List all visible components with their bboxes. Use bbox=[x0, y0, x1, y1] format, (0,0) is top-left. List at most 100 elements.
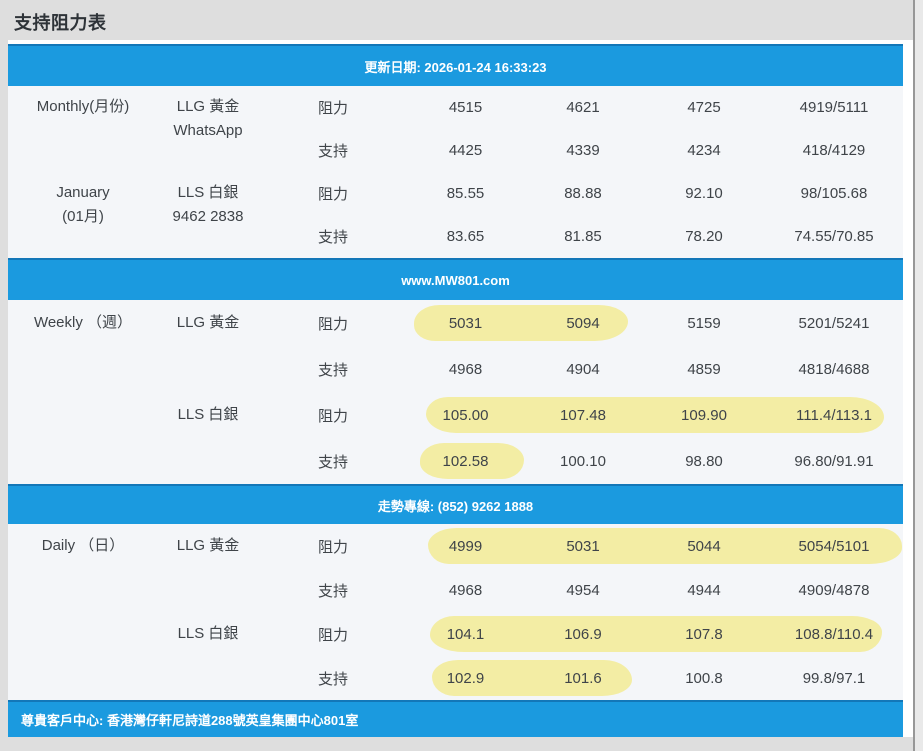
group-weekly-silver: LLS 白銀 阻力 105.00 107.48 109.90 111.4/113… bbox=[8, 392, 903, 484]
period-cell bbox=[8, 392, 158, 484]
instrument-cell: LLS 白銀 bbox=[158, 392, 258, 484]
section-daily: Daily （日） LLG 黃金 阻力 4999 5031 5044 5054/… bbox=[8, 524, 903, 700]
group-daily-silver: LLS 白銀 阻力 104.1 106.9 107.8 108.8/110.4 … bbox=[8, 612, 903, 700]
value-cell: 4904 bbox=[566, 360, 600, 378]
value-cell: 4919/5111 bbox=[799, 99, 869, 116]
period-line: (01月) bbox=[62, 208, 104, 225]
highlight-mark bbox=[428, 528, 902, 564]
section-monthly: Monthly(月份) LLG 黃金 WhatsApp 阻力 4515 4621… bbox=[8, 86, 903, 258]
value-cell: 5031 bbox=[448, 314, 483, 332]
value-cell: 4818/4688 bbox=[798, 360, 870, 378]
section-weekly: Weekly （週） LLG 黃金 阻力 5031 5094 5159 5201… bbox=[8, 300, 903, 484]
instrument-line: LLG 黃金 bbox=[176, 537, 240, 554]
value-cell: 4968 bbox=[448, 581, 483, 599]
value-cell: 4621 bbox=[566, 99, 600, 116]
period-cell: Daily （日） bbox=[8, 524, 158, 612]
instrument-line: WhatsApp bbox=[173, 122, 243, 139]
value-cell: 5031 bbox=[566, 537, 600, 555]
group-monthly-gold: Monthly(月份) LLG 黃金 WhatsApp 阻力 4515 4621… bbox=[8, 86, 903, 172]
value-cell: 4515 bbox=[448, 99, 483, 116]
highlight-mark bbox=[426, 397, 884, 433]
content-panel: 更新日期: 2026-01-24 16:33:23 Monthly(月份) LL… bbox=[8, 40, 915, 737]
value-cell: 4944 bbox=[687, 581, 721, 599]
period-line: Weekly （週） bbox=[33, 314, 133, 331]
row-label: 阻力 bbox=[317, 186, 348, 203]
value-cell: 96.80/91.91 bbox=[794, 452, 874, 470]
value-cell: 98.80 bbox=[685, 452, 723, 470]
value-cell: 107.8 bbox=[685, 625, 723, 643]
period-cell bbox=[8, 612, 158, 700]
instrument-cell: LLG 黃金 WhatsApp bbox=[158, 86, 258, 172]
period-cell: Weekly （週） bbox=[8, 300, 158, 392]
value-cell: 5054/5101 bbox=[798, 537, 870, 555]
period-line: Daily （日） bbox=[41, 537, 125, 554]
value-cell: 5094 bbox=[566, 314, 600, 332]
value-cell: 99.8/97.1 bbox=[802, 669, 866, 687]
value-cell: 5201/5241 bbox=[798, 314, 870, 332]
value-cell: 111.4/113.1 bbox=[796, 406, 872, 424]
value-cell: 92.10 bbox=[685, 185, 723, 202]
group-weekly-gold: Weekly （週） LLG 黃金 阻力 5031 5094 5159 5201… bbox=[8, 300, 903, 392]
row-label: 支持 bbox=[317, 582, 348, 600]
row-label: 支持 bbox=[317, 361, 348, 379]
highlight-mark bbox=[432, 660, 632, 696]
support-resistance-table: 更新日期: 2026-01-24 16:33:23 Monthly(月份) LL… bbox=[8, 44, 903, 737]
value-cell: 98/105.68 bbox=[800, 185, 868, 202]
period-line: January bbox=[56, 184, 110, 201]
row-label: 阻力 bbox=[317, 407, 348, 425]
value-cell: 100.10 bbox=[560, 452, 606, 470]
value-cell: 109.90 bbox=[681, 406, 727, 424]
hotline-bar: 走勢專線: (852) 9262 1888 bbox=[8, 484, 903, 524]
group-monthly-silver: January (01月) LLS 白銀 9462 2838 阻力 85.55 … bbox=[8, 172, 903, 258]
highlight-mark bbox=[430, 616, 882, 652]
period-cell: Monthly(月份) bbox=[8, 86, 158, 172]
value-cell: 88.88 bbox=[564, 185, 602, 202]
value-cell: 4999 bbox=[448, 537, 483, 555]
instrument-line: LLS 白銀 bbox=[177, 406, 239, 423]
instrument-cell: LLG 黃金 bbox=[158, 300, 258, 392]
website-bar: www.MW801.com bbox=[8, 258, 903, 300]
value-cell: 102.9 bbox=[446, 669, 485, 687]
value-cell: 78.20 bbox=[685, 228, 723, 245]
scrollbar[interactable] bbox=[913, 0, 923, 751]
value-cell: 74.55/70.85 bbox=[794, 228, 874, 245]
period-cell: January (01月) bbox=[8, 172, 158, 258]
highlight-mark bbox=[420, 443, 524, 479]
value-cell: 105.00 bbox=[442, 406, 489, 424]
instrument-line: LLS 白銀 bbox=[177, 625, 239, 642]
group-daily-gold: Daily （日） LLG 黃金 阻力 4999 5031 5044 5054/… bbox=[8, 524, 903, 612]
period-line: Monthly(月份) bbox=[36, 98, 130, 115]
value-cell: 106.9 bbox=[564, 625, 602, 643]
value-cell: 4859 bbox=[687, 360, 721, 378]
row-label: 支持 bbox=[317, 143, 348, 160]
instrument-line: LLG 黃金 bbox=[176, 314, 240, 331]
row-label: 阻力 bbox=[317, 100, 348, 117]
value-cell: 4968 bbox=[448, 360, 483, 378]
value-cell: 101.6 bbox=[564, 669, 602, 687]
row-label: 支持 bbox=[317, 670, 348, 688]
title-strip: 支持阻力表 bbox=[0, 0, 923, 40]
value-cell: 83.65 bbox=[446, 228, 485, 245]
value-cell: 4425 bbox=[448, 142, 483, 159]
highlight-mark bbox=[414, 305, 628, 341]
row-label: 阻力 bbox=[317, 538, 348, 556]
instrument-line: LLS 白銀 bbox=[177, 184, 239, 201]
value-cell: 5159 bbox=[687, 314, 721, 332]
value-cell: 85.55 bbox=[446, 185, 485, 202]
update-date-bar: 更新日期: 2026-01-24 16:33:23 bbox=[8, 44, 903, 86]
value-cell: 107.48 bbox=[560, 406, 606, 424]
value-cell: 5044 bbox=[687, 537, 721, 555]
value-cell: 100.8 bbox=[685, 669, 723, 687]
value-cell: 4234 bbox=[687, 142, 721, 159]
value-cell: 104.1 bbox=[446, 625, 485, 643]
value-cell: 108.8/110.4 bbox=[794, 625, 874, 643]
instrument-cell: LLS 白銀 bbox=[158, 612, 258, 700]
value-cell: 4339 bbox=[566, 142, 600, 159]
value-cell: 418/4129 bbox=[802, 142, 866, 159]
value-cell: 4725 bbox=[687, 99, 721, 116]
value-cell: 4909/4878 bbox=[798, 581, 870, 599]
value-cell: 4954 bbox=[566, 581, 600, 599]
row-label: 阻力 bbox=[317, 626, 348, 644]
instrument-cell: LLG 黃金 bbox=[158, 524, 258, 612]
